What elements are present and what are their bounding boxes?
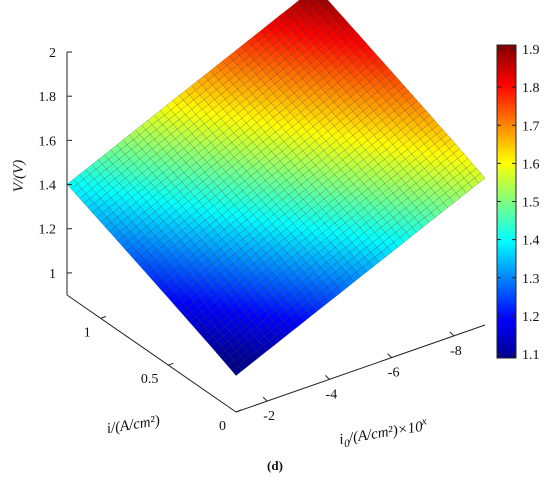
x-tick-label: -8 — [450, 344, 462, 359]
z-tick-label: 1.4 — [39, 179, 57, 194]
x-axis-label: i0/(A/cm²)×10x — [338, 415, 430, 451]
z-axis-label: V/(V) — [11, 160, 27, 192]
x-axis-ticks: -2 -4 -6 -8 — [262, 331, 462, 424]
z-tick-label: 1 — [49, 267, 56, 282]
y-tick-label: 0 — [219, 419, 226, 434]
colorbar-tick-label: 1.5 — [522, 196, 540, 211]
y-tick-label: 0.5 — [141, 372, 159, 387]
z-tick-label: 1.6 — [39, 134, 57, 149]
y-tick-mark — [168, 362, 174, 366]
x-tick-mark — [262, 396, 268, 402]
colorbar-tick-label: 1.7 — [522, 119, 540, 134]
x-tick-mark — [325, 375, 330, 380]
colorbar-tick-label: 1.3 — [522, 272, 540, 287]
z-axis-ticks: 1 1.2 1.4 1.6 1.8 2 — [39, 46, 72, 282]
x-tick-mark — [449, 331, 455, 337]
z-tick-label: 1.8 — [39, 90, 57, 105]
surface-patch — [306, 0, 310, 2]
y-tick-mark — [235, 409, 242, 413]
z-tick-label: 1.2 — [39, 223, 57, 238]
y-axis-line — [66, 294, 237, 413]
figure-caption: (d) — [267, 458, 283, 473]
x-axis-line — [235, 324, 486, 413]
y-tick-label: 1 — [84, 325, 91, 340]
colorbar-tick-label: 1.2 — [522, 310, 540, 325]
surface-mesh — [66, 0, 486, 376]
colorbar-ticks: 1.1 1.2 1.3 1.4 1.5 1.6 1.7 1.8 1.9 — [497, 43, 540, 363]
colorbar-tick-label: 1.1 — [522, 348, 540, 363]
x-tick-label: -6 — [388, 366, 400, 381]
colorbar-tick-label: 1.6 — [522, 157, 540, 172]
x-tick-label: -2 — [263, 409, 275, 424]
y-tick-mark — [100, 315, 106, 319]
surface-patch — [231, 365, 243, 376]
colorbar-tick-label: 1.9 — [522, 43, 540, 58]
colorbar-tick-label: 1.8 — [522, 81, 540, 96]
y-axis-label: i/(A/cm²) — [106, 413, 161, 437]
x-tick-mark — [387, 353, 392, 358]
z-tick-label: 2 — [49, 46, 56, 61]
x-tick-label: -4 — [326, 387, 338, 402]
y-axis-ticks: 00.51 — [84, 315, 242, 434]
colorbar-tick-label: 1.4 — [522, 234, 540, 249]
